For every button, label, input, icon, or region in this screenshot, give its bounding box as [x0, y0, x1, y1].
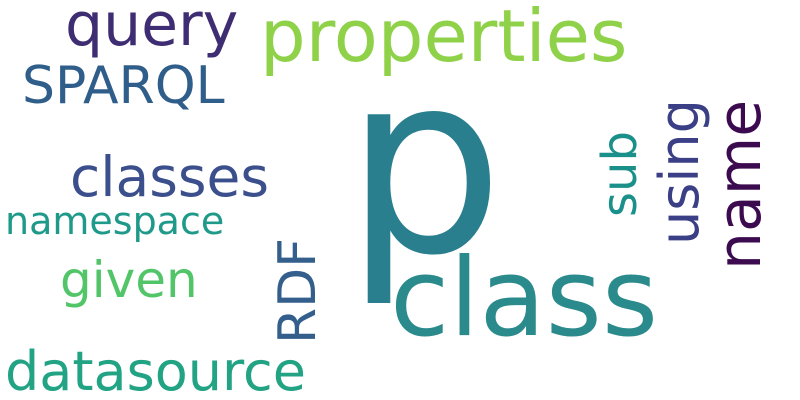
- word-name: name: [705, 99, 775, 270]
- word-rdf: RDF: [268, 237, 328, 345]
- word-class: class: [390, 236, 659, 361]
- word-query: query: [65, 0, 239, 60]
- word-classes: classes: [70, 145, 270, 209]
- word-namespace: namespace: [5, 199, 225, 243]
- word-sparql: SPARQL: [22, 56, 225, 116]
- word-datasource: datasource: [5, 340, 306, 400]
- word-sub: sub: [592, 131, 648, 217]
- word-using: using: [648, 99, 711, 245]
- word-p: p: [345, 19, 504, 310]
- word-properties: properties: [260, 0, 628, 78]
- word-given: given: [60, 251, 198, 309]
